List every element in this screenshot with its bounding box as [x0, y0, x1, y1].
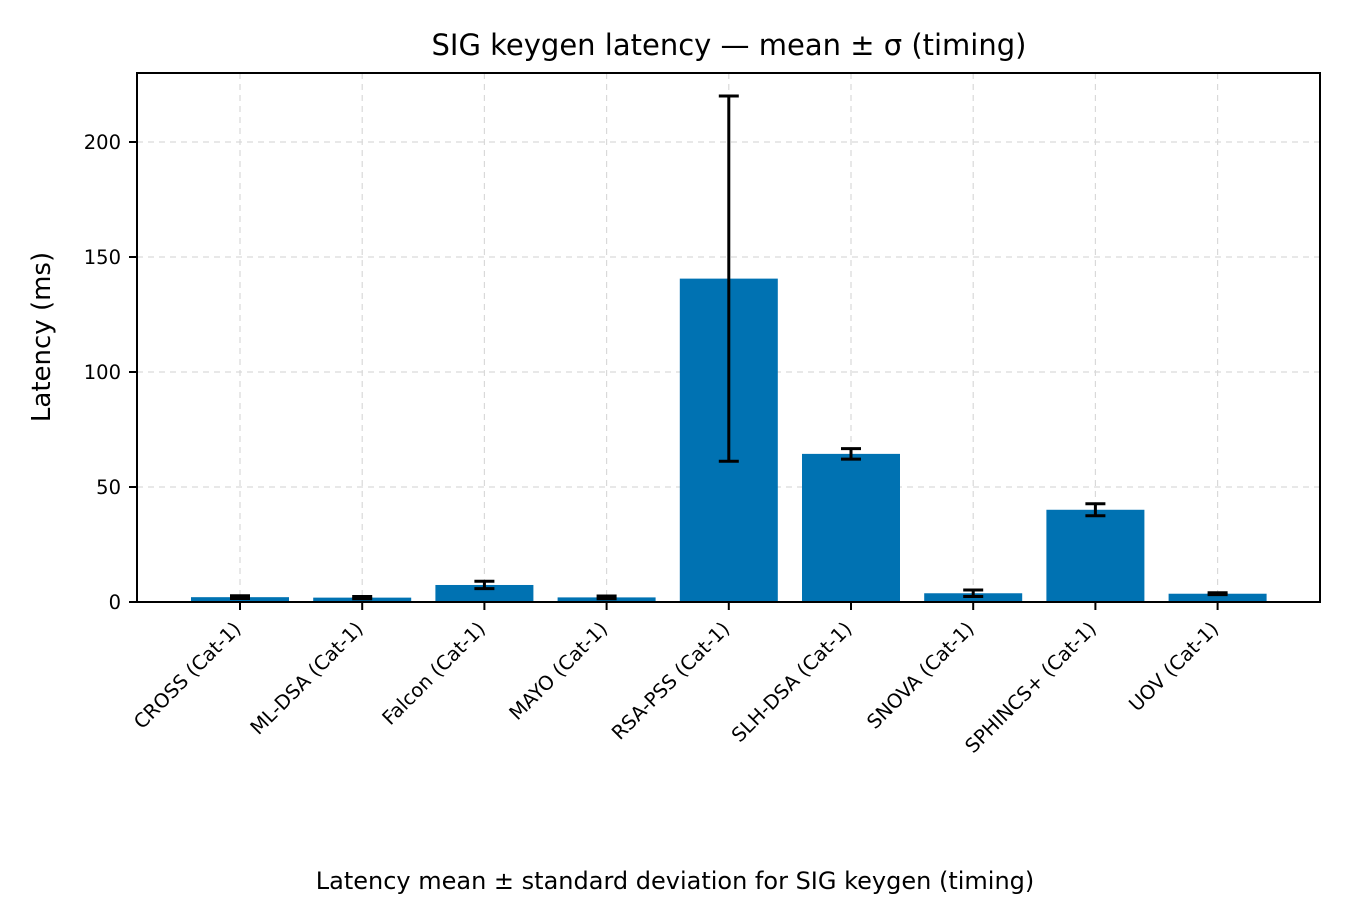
- bar-5: [802, 453, 900, 602]
- y-tick-label-2: 100: [84, 361, 121, 384]
- chart-caption: Latency mean ± standard deviation for SI…: [316, 867, 1035, 895]
- bar-2: [435, 584, 534, 602]
- bar-8: [1168, 593, 1267, 602]
- y-axis-label: Latency (ms): [27, 252, 57, 422]
- y-tick-layer: 0 50 100 150 200: [84, 131, 137, 614]
- error-layer: [230, 94, 1228, 601]
- bar-7: [1046, 509, 1145, 602]
- chart-title: SIG keygen latency — mean ± σ (timing): [432, 28, 1027, 62]
- y-tick-label-4: 200: [84, 131, 121, 154]
- y-tick-label-0: 0: [109, 591, 121, 614]
- y-tick-label-3: 150: [84, 246, 121, 269]
- y-tick-label-1: 50: [96, 476, 121, 499]
